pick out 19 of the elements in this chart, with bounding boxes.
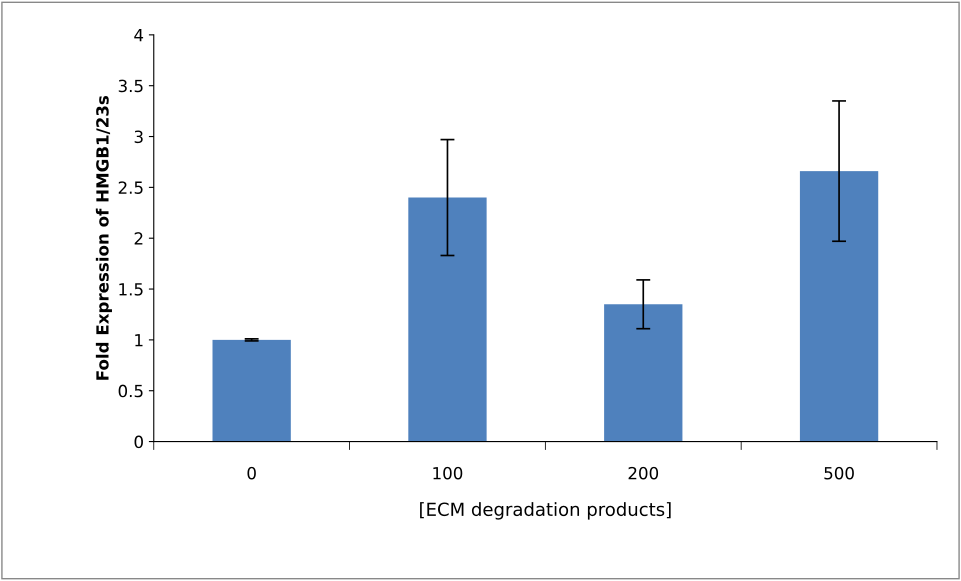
x-axis-title: [ECM degradation products] xyxy=(420,502,671,520)
bar xyxy=(604,304,682,442)
x-tick-label: 0 xyxy=(247,466,256,480)
bar xyxy=(800,171,878,442)
bar xyxy=(408,198,487,442)
y-tick-label: 0 xyxy=(134,436,143,448)
x-tick-label: 100 xyxy=(433,466,462,480)
x-tick-label: 200 xyxy=(628,466,658,480)
y-tick-label: 4 xyxy=(134,29,144,42)
y-tick-label: 2 xyxy=(134,232,142,245)
y-tick-label: 3.5 xyxy=(118,80,143,92)
y-tick-label: 2.5 xyxy=(118,181,143,194)
y-tick-label: 0.5 xyxy=(118,384,143,398)
y-tick-label: 1.5 xyxy=(119,283,143,296)
y-axis-title: Fold Expression of HMGB1/23s xyxy=(96,96,112,380)
y-tick-label: 1 xyxy=(135,334,142,346)
y-tick-label: 3 xyxy=(134,130,143,144)
bar xyxy=(212,340,291,442)
x-tick-label: 500 xyxy=(824,466,854,480)
